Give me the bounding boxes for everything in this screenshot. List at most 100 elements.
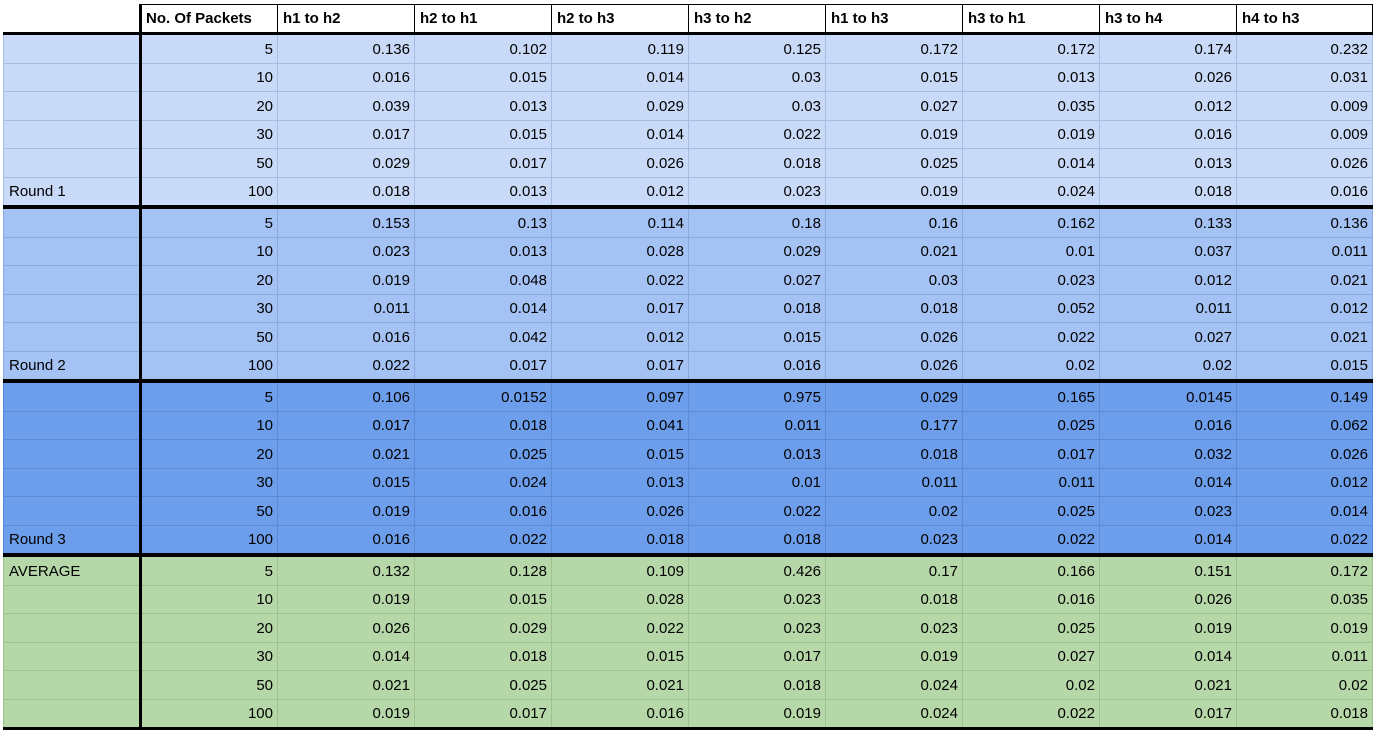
- value-cell[interactable]: 0.232: [1236, 33, 1373, 64]
- value-cell[interactable]: 0.026: [825, 350, 963, 383]
- value-cell[interactable]: 0.025: [962, 410, 1100, 440]
- value-cell[interactable]: 0.012: [1099, 91, 1237, 121]
- value-cell[interactable]: 0.035: [962, 91, 1100, 121]
- packets-cell[interactable]: 50: [139, 670, 278, 700]
- value-cell[interactable]: 0.024: [414, 467, 552, 497]
- group-label-cell[interactable]: [3, 119, 141, 149]
- value-cell[interactable]: 0.119: [551, 33, 689, 64]
- value-cell[interactable]: 0.018: [1236, 698, 1373, 730]
- value-cell[interactable]: 0.02: [962, 670, 1100, 700]
- value-cell[interactable]: 0.016: [277, 322, 415, 352]
- value-cell[interactable]: 0.015: [414, 119, 552, 149]
- value-cell[interactable]: 0.024: [825, 698, 963, 730]
- value-cell[interactable]: 0.014: [1099, 641, 1237, 671]
- value-cell[interactable]: 0.102: [414, 33, 552, 64]
- value-cell[interactable]: 0.019: [688, 698, 826, 730]
- value-cell[interactable]: 0.017: [414, 698, 552, 730]
- value-cell[interactable]: 0.018: [551, 524, 689, 557]
- value-cell[interactable]: 0.023: [825, 524, 963, 557]
- value-cell[interactable]: 0.026: [551, 496, 689, 526]
- value-cell[interactable]: 0.016: [277, 62, 415, 92]
- value-cell[interactable]: 0.013: [688, 439, 826, 469]
- value-cell[interactable]: 0.026: [1236, 439, 1373, 469]
- group-label-cell[interactable]: [3, 641, 141, 671]
- value-cell[interactable]: 0.009: [1236, 91, 1373, 121]
- value-cell[interactable]: 0.18: [688, 206, 826, 238]
- value-cell[interactable]: 0.018: [1099, 176, 1237, 209]
- value-cell[interactable]: 0.022: [962, 698, 1100, 730]
- value-cell[interactable]: 0.151: [1099, 554, 1237, 586]
- value-cell[interactable]: 0.052: [962, 293, 1100, 323]
- value-cell[interactable]: 0.153: [277, 206, 415, 238]
- header-h4-to-h3[interactable]: h4 to h3: [1236, 4, 1373, 35]
- value-cell[interactable]: 0.136: [277, 33, 415, 64]
- value-cell[interactable]: 0.014: [1099, 524, 1237, 557]
- value-cell[interactable]: 0.048: [414, 265, 552, 295]
- value-cell[interactable]: 0.024: [962, 176, 1100, 209]
- value-cell[interactable]: 0.172: [962, 33, 1100, 64]
- value-cell[interactable]: 0.019: [277, 265, 415, 295]
- packets-cell[interactable]: 100: [139, 176, 278, 209]
- value-cell[interactable]: 0.149: [1236, 380, 1373, 412]
- value-cell[interactable]: 0.016: [1099, 410, 1237, 440]
- packets-cell[interactable]: 5: [139, 206, 278, 238]
- packets-cell[interactable]: 5: [139, 380, 278, 412]
- value-cell[interactable]: 0.031: [1236, 62, 1373, 92]
- value-cell[interactable]: 0.014: [1236, 496, 1373, 526]
- value-cell[interactable]: 0.016: [962, 584, 1100, 614]
- value-cell[interactable]: 0.015: [1236, 350, 1373, 383]
- value-cell[interactable]: 0.017: [1099, 698, 1237, 730]
- value-cell[interactable]: 0.01: [688, 467, 826, 497]
- value-cell[interactable]: 0.019: [277, 496, 415, 526]
- value-cell[interactable]: 0.011: [1236, 236, 1373, 266]
- packets-cell[interactable]: 50: [139, 148, 278, 178]
- packets-cell[interactable]: 20: [139, 439, 278, 469]
- packets-cell[interactable]: 10: [139, 584, 278, 614]
- value-cell[interactable]: 0.02: [1236, 670, 1373, 700]
- packets-cell[interactable]: 30: [139, 641, 278, 671]
- value-cell[interactable]: 0.021: [277, 670, 415, 700]
- packets-cell[interactable]: 20: [139, 613, 278, 643]
- value-cell[interactable]: 0.018: [688, 670, 826, 700]
- group-label-cell[interactable]: [3, 206, 141, 238]
- value-cell[interactable]: 0.017: [414, 350, 552, 383]
- value-cell[interactable]: 0.011: [1236, 641, 1373, 671]
- value-cell[interactable]: 0.019: [825, 641, 963, 671]
- value-cell[interactable]: 0.014: [414, 293, 552, 323]
- value-cell[interactable]: 0.025: [414, 439, 552, 469]
- value-cell[interactable]: 0.019: [1236, 613, 1373, 643]
- value-cell[interactable]: 0.015: [414, 62, 552, 92]
- value-cell[interactable]: 0.133: [1099, 206, 1237, 238]
- value-cell[interactable]: 0.026: [1099, 584, 1237, 614]
- value-cell[interactable]: 0.02: [962, 350, 1100, 383]
- value-cell[interactable]: 0.023: [277, 236, 415, 266]
- value-cell[interactable]: 0.021: [277, 439, 415, 469]
- value-cell[interactable]: 0.17: [825, 554, 963, 586]
- value-cell[interactable]: 0.019: [825, 176, 963, 209]
- value-cell[interactable]: 0.017: [277, 119, 415, 149]
- value-cell[interactable]: 0.026: [1236, 148, 1373, 178]
- value-cell[interactable]: 0.024: [825, 670, 963, 700]
- value-cell[interactable]: 0.017: [688, 641, 826, 671]
- value-cell[interactable]: 0.014: [1099, 467, 1237, 497]
- value-cell[interactable]: 0.019: [825, 119, 963, 149]
- value-cell[interactable]: 0.011: [277, 293, 415, 323]
- value-cell[interactable]: 0.032: [1099, 439, 1237, 469]
- value-cell[interactable]: 0.019: [1099, 613, 1237, 643]
- value-cell[interactable]: 0.03: [688, 62, 826, 92]
- value-cell[interactable]: 0.0152: [414, 380, 552, 412]
- value-cell[interactable]: 0.172: [825, 33, 963, 64]
- packets-cell[interactable]: 10: [139, 236, 278, 266]
- value-cell[interactable]: 0.014: [551, 62, 689, 92]
- value-cell[interactable]: 0.027: [825, 91, 963, 121]
- packets-cell[interactable]: 100: [139, 350, 278, 383]
- value-cell[interactable]: 0.109: [551, 554, 689, 586]
- value-cell[interactable]: 0.172: [1236, 554, 1373, 586]
- value-cell[interactable]: 0.022: [962, 322, 1100, 352]
- packets-cell[interactable]: 5: [139, 554, 278, 586]
- value-cell[interactable]: 0.162: [962, 206, 1100, 238]
- value-cell[interactable]: 0.027: [962, 641, 1100, 671]
- group-label-cell[interactable]: [3, 670, 141, 700]
- group-label-cell[interactable]: Round 1: [3, 176, 141, 209]
- value-cell[interactable]: 0.02: [825, 496, 963, 526]
